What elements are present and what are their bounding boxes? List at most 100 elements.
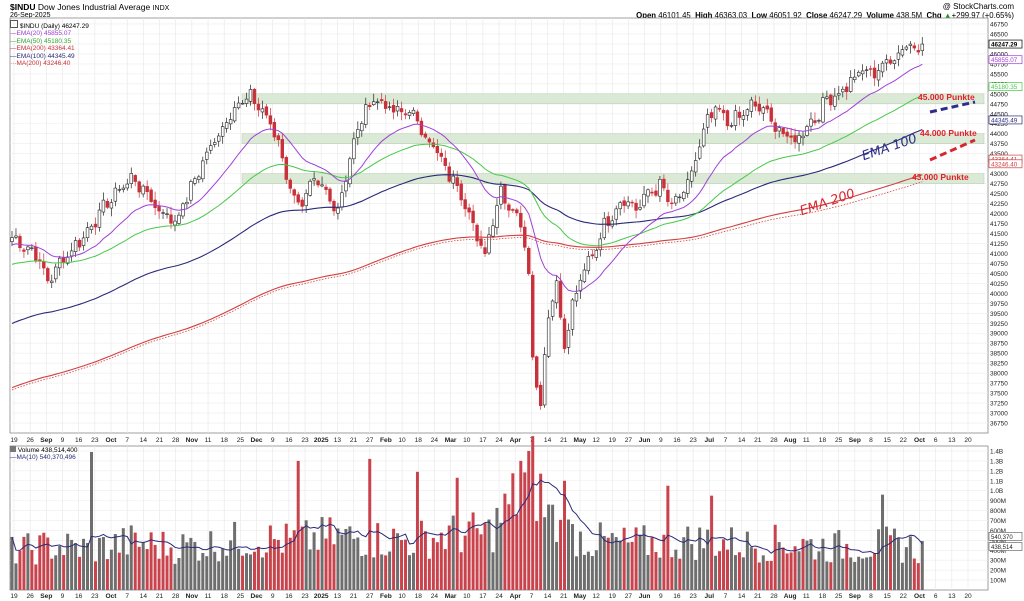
volume-bar (70, 539, 74, 590)
candle-body (73, 240, 78, 252)
volume-bar (570, 524, 574, 590)
x-tick-label: Sep (40, 437, 52, 444)
candle-body (538, 384, 543, 407)
x-tick-label-bottom: 12 (592, 593, 600, 600)
candle-body (276, 135, 281, 141)
candle-body (236, 102, 241, 109)
x-tick-label: Dec (250, 437, 262, 444)
x-tick-label-bottom: 28 (172, 593, 180, 600)
volume-tick-label: 1.4B (990, 448, 1003, 455)
candle-body (801, 135, 805, 139)
exchange: INDX (152, 5, 170, 12)
candle-body (50, 280, 54, 283)
candle-body (26, 246, 30, 251)
candle-body (336, 207, 340, 214)
x-tick-label: 23 (301, 437, 309, 444)
x-tick-label: 13 (334, 437, 342, 444)
x-tick-label-bottom: 7 (724, 593, 728, 600)
candle-body (705, 114, 710, 128)
ema100-line (11, 128, 923, 325)
y-tick-label: 42750 (990, 181, 1008, 188)
candle-body (42, 261, 46, 269)
low-value: 46051.92 (769, 11, 802, 20)
x-tick-label: 14 (140, 437, 148, 444)
y-tick-label: 43500 (990, 151, 1008, 158)
volume-bar (177, 558, 181, 590)
x-tick-label: Aug (784, 437, 797, 444)
ma200-line (11, 181, 923, 391)
volume-bar (423, 531, 427, 590)
volume-bar (670, 557, 674, 590)
candle-body (737, 111, 742, 118)
volume-bar (237, 548, 241, 590)
volume-bar (682, 537, 686, 590)
volume-bar (908, 536, 912, 590)
candle-body (610, 220, 614, 227)
candle-body (177, 214, 181, 224)
volume-bar (316, 549, 320, 590)
candle-body (729, 125, 734, 127)
x-tick-label-bottom: 9 (659, 593, 663, 600)
x-tick-label-bottom: Sep (849, 593, 861, 600)
volume-bar (650, 537, 654, 590)
x-tick-label: 24 (431, 437, 439, 444)
volume-bar (173, 563, 177, 590)
candle-body (570, 299, 575, 330)
candle-body (586, 256, 591, 272)
volume-bar (861, 558, 865, 590)
x-tick-label-bottom: Jun (639, 593, 651, 600)
y-tick-label: 41250 (990, 241, 1008, 248)
volume-bar (499, 522, 503, 590)
candle-body (475, 224, 479, 242)
candle-body (352, 138, 356, 160)
volume-bar (249, 554, 252, 590)
candle-body (856, 71, 861, 77)
candle-body (487, 234, 491, 254)
candle-body (34, 246, 38, 261)
volume-bar (221, 548, 225, 590)
candle-body (69, 250, 74, 257)
volume-bar (268, 525, 272, 590)
volume-bar (129, 525, 133, 590)
candle-body (97, 209, 102, 228)
volume-bar (785, 553, 789, 590)
volume-bar (654, 552, 658, 590)
legend-volume: Volume 438,514,400 (10, 446, 77, 454)
y-tick-label: 39250 (990, 321, 1008, 328)
volume-bar (320, 517, 324, 590)
candle-body (618, 202, 622, 210)
volume-bar (66, 533, 70, 590)
volume-bar (10, 536, 14, 590)
candle-body (197, 176, 201, 180)
candle-body (379, 99, 384, 101)
value-tag-label: 44345.49 (991, 117, 1018, 124)
chart-title: $INDU Dow Jones Industrial Average INDX (10, 2, 169, 14)
y-tick-label: 41000 (990, 251, 1008, 258)
candle-body (300, 199, 304, 207)
volume-bar (547, 504, 551, 590)
y-tick-label: 37250 (990, 401, 1008, 408)
candle-body (534, 356, 539, 388)
y-tick-label: 42000 (990, 211, 1008, 218)
candle-body (527, 247, 531, 274)
x-tick-label-bottom: 18 (221, 593, 229, 600)
volume-bar (125, 554, 129, 590)
volume-bar (777, 542, 781, 590)
volume-bar (93, 561, 97, 590)
candle-body (562, 318, 567, 350)
x-tick-label-bottom: 25 (835, 593, 843, 600)
candle-body (598, 238, 603, 251)
volume-bar (105, 559, 109, 590)
volume-tick-label: 900M (990, 498, 1006, 505)
candle-body (797, 135, 801, 144)
x-tick-label: Feb (380, 437, 392, 444)
volume-bar (336, 528, 340, 590)
x-tick-label-bottom: 25 (237, 593, 245, 600)
x-tick-label: 18 (221, 437, 229, 444)
volume-bar (161, 531, 165, 590)
candle-body (61, 257, 66, 263)
candle-body (773, 122, 777, 132)
candle-body (920, 43, 924, 51)
volume-bar (376, 523, 380, 590)
candle-body (503, 185, 507, 204)
